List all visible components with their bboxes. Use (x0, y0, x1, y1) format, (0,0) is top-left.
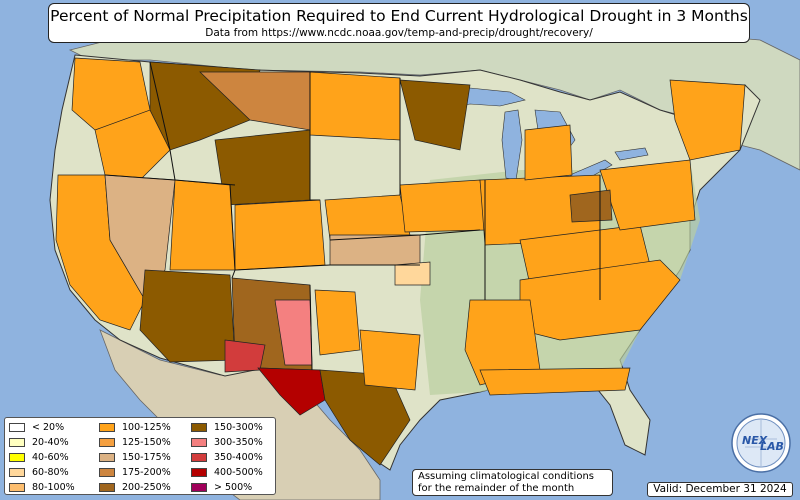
legend: < 20% 20-40% 40-60% 60-80% 80-100% 100-125% 12… (4, 417, 276, 495)
lake-ontario (614, 147, 649, 161)
region-appalachia (599, 159, 696, 231)
legend-swatch (191, 423, 207, 432)
region-pennsylvania-core (569, 189, 613, 223)
legend-label: 300-350% (214, 437, 263, 448)
title-box: Percent of Normal Precipitation Required… (48, 3, 750, 43)
region-iowa-illinois (399, 179, 486, 233)
state-borders (104, 61, 601, 371)
region-oklahoma-east (359, 329, 421, 391)
legend-label: 80-100% (32, 482, 75, 493)
legend-label: 150-300% (214, 422, 263, 433)
region-new-england (669, 79, 746, 161)
region-arizona (139, 269, 236, 363)
region-west-texas (257, 367, 326, 416)
legend-label: 200-250% (122, 482, 171, 493)
assumption-note: Assuming climatological conditions for t… (412, 469, 613, 496)
drought-regions (55, 57, 746, 466)
region-dakotas (309, 71, 401, 141)
region-missouri (394, 261, 431, 286)
region-oregon-interior (94, 109, 171, 181)
legend-label: 350-400% (214, 452, 263, 463)
region-gulf-coast (479, 367, 631, 396)
legend-label: < 20% (32, 422, 65, 433)
legend-label: 40-60% (32, 452, 69, 463)
legend-label: 125-150% (122, 437, 171, 448)
legend-label: > 500% (214, 482, 253, 493)
legend-swatch (9, 438, 25, 447)
note-line-1: Assuming climatological conditions (418, 471, 594, 482)
map-subtitle: Data from https://www.ncdc.noaa.gov/temp… (205, 27, 593, 39)
legend-swatch (191, 438, 207, 447)
legend-label: 60-80% (32, 467, 69, 478)
region-minnesota-wisconsin (399, 79, 471, 151)
legend-swatch (99, 423, 115, 432)
legend-label: 100-125% (122, 422, 171, 433)
logo-text-top: NEX (742, 434, 768, 447)
map-title: Percent of Normal Precipitation Required… (50, 7, 748, 25)
legend-swatch (9, 423, 25, 432)
legend-label: 150-175% (122, 452, 171, 463)
legend-label: 400-500% (214, 467, 263, 478)
legend-swatch (191, 483, 207, 492)
region-nebraska (324, 194, 411, 241)
region-new-mexico-south (224, 339, 266, 373)
legend-swatch (191, 453, 207, 462)
legend-swatch (9, 483, 25, 492)
region-utah (169, 179, 236, 271)
legend-swatch (191, 468, 207, 477)
legend-swatch (99, 453, 115, 462)
valid-date: Valid: December 31 2024 (647, 482, 793, 497)
logo-text-bottom: LAB (760, 440, 784, 453)
nexlab-logo: NEX LAB (731, 413, 791, 473)
legend-label: 175-200% (122, 467, 171, 478)
legend-swatch (99, 483, 115, 492)
note-line-2: for the remainder of the month (418, 483, 575, 494)
legend-swatch (9, 468, 25, 477)
region-texas-panhandle (314, 289, 361, 356)
legend-swatch (99, 438, 115, 447)
legend-swatch (9, 453, 25, 462)
region-colorado (234, 199, 326, 271)
legend-label: 20-40% (32, 437, 69, 448)
legend-swatch (99, 468, 115, 477)
region-michigan (524, 124, 573, 181)
